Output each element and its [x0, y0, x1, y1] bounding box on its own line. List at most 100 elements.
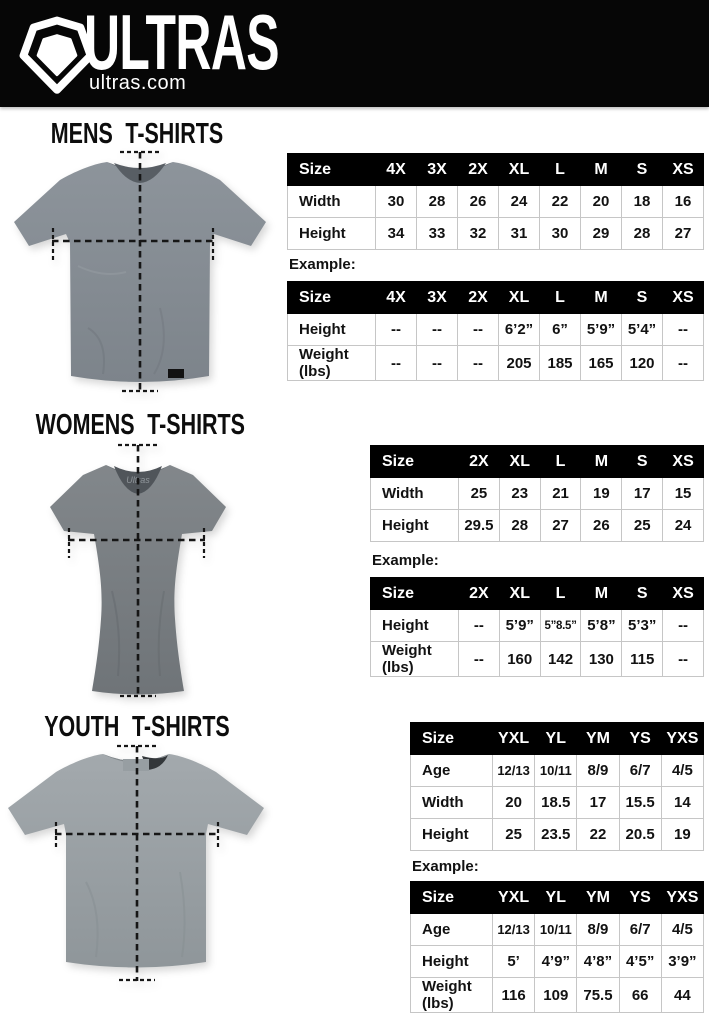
column-header: YS	[618, 722, 662, 755]
table-cell: 24	[498, 185, 540, 218]
table-cell: 15.5	[618, 786, 662, 819]
column-header: 3X	[416, 153, 458, 186]
table-cell: 8/9	[576, 754, 620, 787]
row-label: Weight (lbs)	[287, 345, 376, 381]
section-title-youth: YOUTH T-SHIRTS	[44, 711, 230, 743]
table-cell: --	[375, 345, 417, 381]
row-label: Age	[410, 754, 493, 787]
youth-size-table: Size YXL YL YM YS YXS Age 12/13 10/11 8/9 6/7 4/5 Wi…	[410, 722, 705, 851]
table-cell: 15	[662, 477, 704, 510]
column-header: S	[621, 281, 663, 314]
column-header: L	[539, 153, 581, 186]
mens-tshirt-image	[14, 150, 266, 393]
column-header: YXL	[491, 722, 536, 755]
table-cell: 116	[491, 977, 536, 1013]
row-label: Width	[370, 477, 459, 510]
column-header: XL	[498, 153, 540, 186]
table-cell: 28	[498, 509, 541, 542]
womens-tshirt-image: Ultras	[50, 443, 226, 698]
table-cell: --	[416, 345, 458, 381]
table-cell: 5’3”	[621, 609, 664, 642]
row-label: Height	[410, 818, 493, 851]
table-cell: 29	[580, 217, 622, 250]
column-header: XL	[498, 445, 541, 478]
table-cell: 20	[580, 185, 622, 218]
table-cell: 28	[416, 185, 458, 218]
example-label: Example:	[372, 552, 439, 569]
pentagon-logo-icon	[19, 16, 95, 94]
table-cell: 16	[662, 185, 704, 218]
column-header: YXL	[491, 881, 536, 914]
column-header: 3X	[416, 281, 458, 314]
table-cell: 33	[416, 217, 458, 250]
column-header: M	[580, 281, 622, 314]
table-corner-label: Size	[287, 281, 376, 314]
table-cell: --	[662, 609, 704, 642]
size-table: Size 2X XL L M S XS Width 25 23 21 19 17 15 Height 29.5…	[370, 445, 704, 542]
table-corner-label: Size	[410, 881, 493, 914]
example-label: Example:	[412, 858, 479, 875]
table-cell: 10/11	[534, 754, 578, 787]
table-cell: 160	[498, 641, 541, 677]
column-header: YL	[534, 881, 578, 914]
table-cell: 18.5	[534, 786, 578, 819]
womens-size-table: Size 2X XL L M S XS Width 25 23 21 19 17 15 Height 29.5…	[370, 445, 704, 542]
table-cell: 17	[621, 477, 664, 510]
table-cell: 5’9”	[498, 609, 541, 642]
table-cell: 14	[660, 786, 705, 819]
column-header: M	[580, 153, 622, 186]
table-cell: 205	[498, 345, 540, 381]
column-header: XL	[498, 577, 541, 610]
table-cell: 115	[621, 641, 664, 677]
column-header: M	[580, 445, 623, 478]
row-label: Height	[370, 509, 459, 542]
table-cell: 22	[539, 185, 581, 218]
column-header: 2X	[457, 281, 499, 314]
column-header: 4X	[375, 153, 417, 186]
section-title-mens: MENS T-SHIRTS	[50, 118, 224, 150]
table-cell: 4/5	[660, 754, 705, 787]
size-table: Size YXL YL YM YS YXS Age 12/13 10/11 8/9 6/7 4/5 He…	[410, 881, 705, 1013]
row-label: Width	[287, 185, 376, 218]
table-cell: 27	[662, 217, 704, 250]
row-label: Height	[287, 217, 376, 250]
table-cell: 31	[498, 217, 540, 250]
table-cell: 25	[621, 509, 664, 542]
table-cell: 4/5	[660, 913, 705, 946]
row-label: Height	[410, 945, 493, 978]
column-header: L	[539, 445, 582, 478]
table-cell: 19	[580, 477, 623, 510]
column-header: YXS	[660, 881, 705, 914]
table-cell: --	[457, 345, 499, 381]
table-cell: 32	[457, 217, 499, 250]
row-label: Height	[370, 609, 459, 642]
table-cell: 17	[576, 786, 620, 819]
table-cell: --	[457, 313, 499, 346]
size-table: Size 4X 3X 2X XL L M S XS Width 30 28 26 24 22 20 18 16 He…	[287, 153, 704, 250]
column-header: 2X	[458, 445, 500, 478]
table-cell: 5’	[491, 945, 536, 978]
column-header: XS	[662, 281, 704, 314]
table-cell: 6’2”	[498, 313, 540, 346]
row-label: Height	[287, 313, 376, 346]
table-cell: 6”	[539, 313, 581, 346]
row-label: Age	[410, 913, 493, 946]
table-cell: 109	[534, 977, 578, 1013]
table-cell: 26	[457, 185, 499, 218]
table-cell: 28	[621, 217, 663, 250]
section-title-womens: WOMENS T-SHIRTS	[35, 409, 245, 441]
table-cell: 29.5	[458, 509, 500, 542]
row-label: Width	[410, 786, 493, 819]
table-cell: 165	[580, 345, 622, 381]
table-cell: 23	[498, 477, 541, 510]
table-cell: 30	[375, 185, 417, 218]
table-cell: 142	[539, 641, 582, 677]
table-corner-label: Size	[370, 577, 459, 610]
table-corner-label: Size	[287, 153, 376, 186]
row-label: Weight (lbs)	[410, 977, 493, 1013]
table-cell: --	[662, 313, 704, 346]
column-header: YS	[618, 881, 662, 914]
column-header: 4X	[375, 281, 417, 314]
table-cell: 5’8”	[580, 609, 623, 642]
